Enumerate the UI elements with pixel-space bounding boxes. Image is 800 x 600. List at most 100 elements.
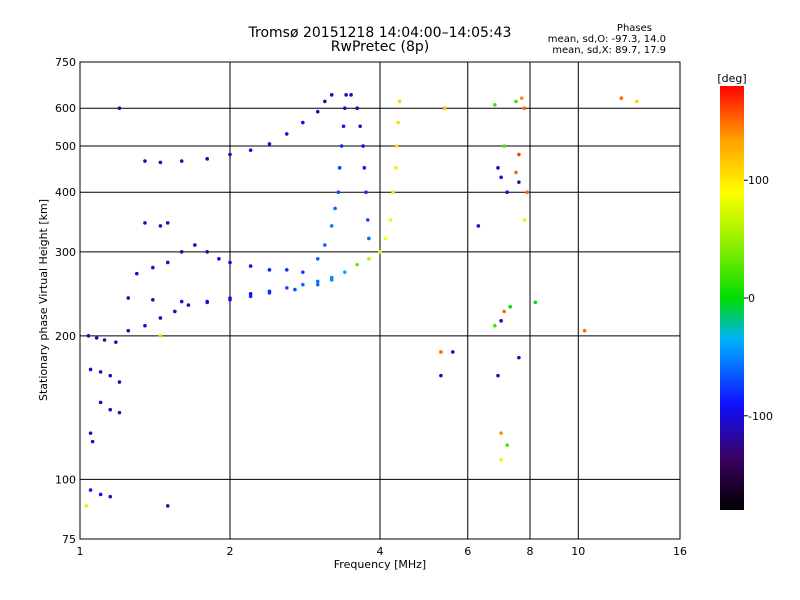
data-point: [383, 236, 388, 241]
data-point: [315, 257, 320, 261]
data-point: [517, 180, 521, 184]
data-point: [217, 257, 221, 261]
x-tick-label: 10: [571, 545, 585, 558]
data-point: [493, 323, 497, 328]
data-point: [533, 300, 538, 305]
x-tick-label: 6: [464, 545, 471, 558]
data-point: [158, 334, 163, 338]
data-point: [496, 373, 500, 378]
data-point: [355, 262, 359, 267]
data-point: [228, 152, 232, 157]
data-point: [329, 278, 334, 282]
data-point: [267, 268, 272, 272]
data-point: [165, 221, 170, 225]
data-point: [284, 132, 289, 136]
data-point: [248, 291, 253, 296]
data-point: [378, 250, 382, 254]
data-point: [98, 370, 103, 374]
data-point: [228, 260, 232, 265]
data-point: [179, 250, 184, 254]
data-point: [508, 305, 512, 309]
data-point: [102, 338, 107, 342]
y-tick-label: 200: [55, 330, 76, 343]
data-point: [284, 268, 289, 272]
data-point: [514, 99, 518, 104]
colorbar: [720, 86, 744, 510]
data-point: [443, 106, 447, 111]
data-point: [333, 206, 337, 211]
data-point: [117, 380, 122, 384]
colorbar-tick-label: 0: [748, 292, 755, 305]
data-point: [94, 336, 99, 340]
y-tick-label: 75: [62, 533, 76, 546]
data-point: [267, 291, 272, 295]
data-point: [126, 296, 131, 300]
x-tick-label: 1: [77, 545, 84, 558]
data-point: [205, 250, 209, 254]
data-point: [344, 93, 348, 97]
colorbar-tick-label: 100: [748, 174, 769, 187]
data-point: [143, 159, 147, 163]
data-point: [397, 99, 402, 104]
data-point: [186, 303, 191, 307]
axis-ticks: 1 2 4 6 8 10 16 75 100 200 300 400 500 600 750: [55, 56, 687, 558]
data-point: [205, 299, 209, 304]
data-point: [158, 160, 163, 165]
data-point: [126, 328, 131, 333]
phases-stats-x-mode: mean, sd,X: 89.7, 17.9: [552, 45, 666, 56]
data-point: [499, 431, 503, 435]
y-tick-label: 500: [55, 140, 76, 153]
data-point: [329, 224, 334, 228]
data-point: [151, 265, 155, 270]
data-point: [339, 144, 344, 148]
data-point: [179, 299, 184, 304]
y-tick-label: 400: [55, 186, 76, 199]
data-point: [323, 99, 327, 104]
data-point: [248, 294, 253, 299]
data-point: [355, 106, 359, 111]
data-point: [349, 93, 353, 97]
data-point: [248, 148, 253, 152]
data-point: [522, 106, 527, 111]
data-point: [151, 297, 155, 302]
data-point: [499, 319, 503, 323]
data-point: [394, 144, 399, 148]
phases-stats-o-mode: mean, sd,O: -97.3, 14.0: [547, 34, 666, 45]
chart-subtitle: RwPretec (8p): [330, 39, 430, 55]
data-point: [179, 159, 184, 163]
data-point: [337, 166, 342, 170]
data-point: [619, 96, 624, 100]
x-axis-label: Frequency [MHz]: [334, 558, 426, 571]
data-point: [365, 218, 370, 222]
data-point: [522, 218, 527, 222]
data-point: [134, 271, 139, 276]
data-point: [514, 170, 518, 175]
data-point: [114, 340, 118, 344]
data-point: [315, 109, 320, 114]
data-point: [517, 355, 521, 360]
data-point: [90, 439, 95, 444]
data-point: [86, 334, 91, 338]
data-point: [88, 367, 93, 372]
data-point: [367, 257, 371, 261]
x-tick-label: 8: [527, 545, 534, 558]
data-point: [315, 282, 320, 287]
x-tick-label: 2: [227, 545, 234, 558]
data-point: [301, 282, 305, 287]
data-point: [517, 152, 521, 157]
data-point: [117, 106, 122, 111]
data-point: [108, 494, 113, 499]
data-point: [284, 286, 289, 290]
phases-stats-heading: Phases: [616, 23, 652, 34]
data-point: [165, 504, 170, 508]
grid-lines: [80, 62, 680, 539]
data-point: [323, 243, 327, 247]
data-point: [158, 316, 163, 320]
y-tick-label: 600: [55, 102, 76, 115]
data-point: [173, 309, 177, 314]
data-points: [84, 93, 639, 508]
data-point: [293, 287, 297, 292]
y-axis-label: Stationary phase Virtual Height [km]: [37, 199, 50, 401]
colorbar-tick-label: -100: [748, 410, 773, 423]
